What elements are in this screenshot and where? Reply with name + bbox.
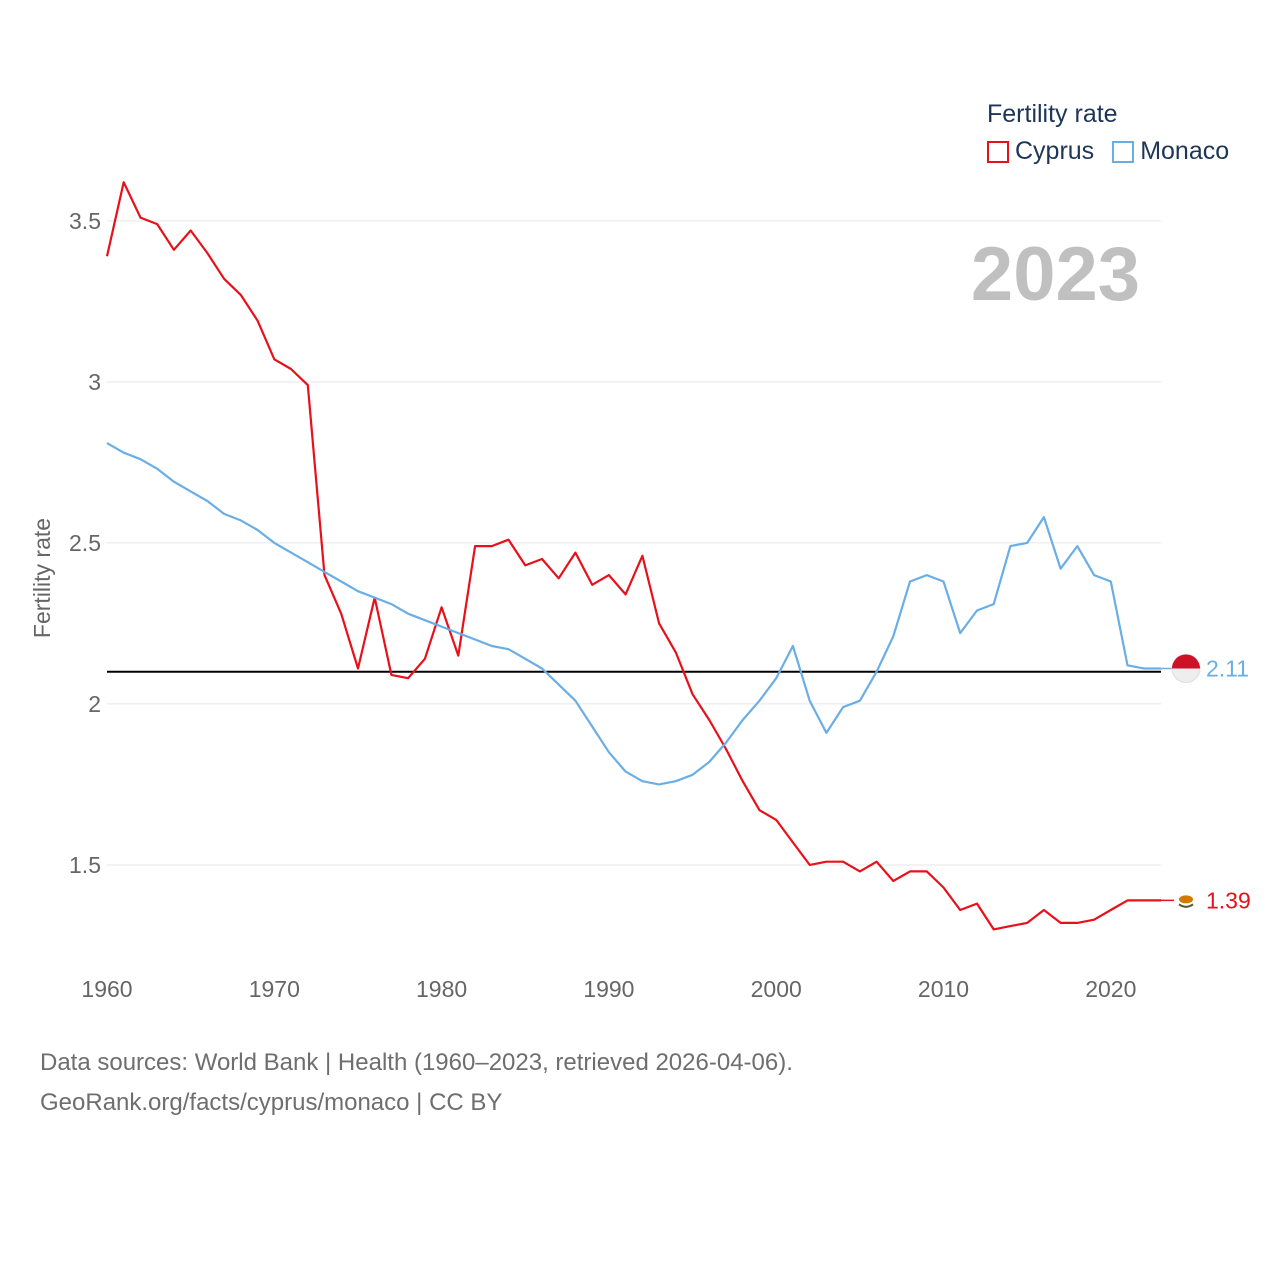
x-tick-label-0: 1960 <box>81 976 132 1002</box>
line-chart: 1.5 2 2.5 3 3.5 1960 1970 1980 1990 2000 2010 2020… <box>29 181 1251 1002</box>
legend-swatch-cyprus <box>987 140 1009 163</box>
x-tick-label-1: 1970 <box>249 976 300 1002</box>
legend-label-monaco: Monaco <box>1140 137 1230 165</box>
legend: Fertility rate Cyprus Monaco <box>987 100 1247 166</box>
end-value-label-cyprus: 1.39 <box>1206 887 1251 913</box>
x-tick-label-6: 2020 <box>1085 976 1136 1002</box>
footer: Data sources: World Bank | Health (1960–… <box>40 1043 793 1123</box>
y-tick-label-1: 2 <box>88 691 101 717</box>
y-axis-ticks: 1.5 2 2.5 3 3.5 <box>69 208 101 878</box>
x-tick-label-5: 2010 <box>918 976 969 1002</box>
series-line-monaco <box>106 442 1161 786</box>
y-tick-label-0: 1.5 <box>69 852 101 878</box>
gridlines <box>107 220 1161 866</box>
legend-title: Fertility rate <box>987 100 1118 128</box>
y-tick-label-2: 2.5 <box>69 530 101 556</box>
footer-sources: Data sources: World Bank | Health (1960–… <box>40 1049 793 1076</box>
x-tick-label-2: 1980 <box>416 976 467 1002</box>
x-tick-label-3: 1990 <box>583 976 634 1002</box>
y-axis-label: Fertility rate <box>29 518 55 638</box>
cyprus-flag-island <box>1179 895 1193 904</box>
cyprus-flag-olive <box>1178 903 1194 908</box>
series-line-cyprus <box>105 181 1161 931</box>
end-value-label-monaco: 2.11 <box>1206 655 1249 681</box>
x-tick-label-4: 2000 <box>751 976 802 1002</box>
x-axis-ticks: 1960 1970 1980 1990 2000 2010 2020 <box>81 976 1136 1002</box>
legend-items: Cyprus Monaco <box>987 137 1247 166</box>
end-markers: 1.39 2.11 <box>1161 653 1251 913</box>
footer-attribution: GeoRank.org/facts/cyprus/monaco | CC BY <box>40 1089 503 1116</box>
legend-swatch-monaco <box>1112 140 1135 163</box>
legend-label-cyprus: Cyprus <box>1015 137 1095 165</box>
year-label: 2023 <box>971 232 1140 317</box>
monaco-flag-red-half <box>1172 654 1200 669</box>
legend-item-monaco[interactable]: Monaco <box>1112 137 1229 166</box>
legend-item-cyprus[interactable]: Cyprus <box>987 137 1094 166</box>
y-tick-label-3: 3 <box>88 369 101 395</box>
y-tick-label-4: 3.5 <box>69 208 101 234</box>
series-lines <box>105 181 1161 931</box>
